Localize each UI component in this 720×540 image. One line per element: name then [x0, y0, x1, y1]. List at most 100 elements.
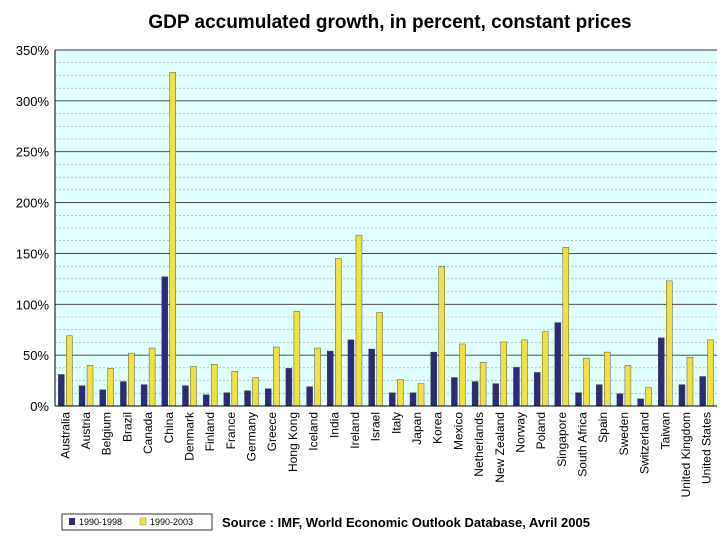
y-axis-ticks: 0% 50% 100% 150% 200% 250% 300% 350% [16, 43, 50, 414]
bar-series2 [252, 377, 259, 407]
bar-series2 [128, 352, 135, 407]
legend-swatch-2 [139, 517, 147, 526]
category-label: Poland [534, 412, 548, 449]
category-label: Finland [203, 412, 217, 451]
bar-series2 [397, 379, 404, 407]
bar-series1 [658, 337, 665, 407]
category-label: Norway [513, 412, 527, 453]
bar-series2 [190, 366, 197, 407]
bar-series2 [624, 365, 632, 407]
bar-series2 [86, 365, 94, 407]
category-label: Austria [79, 412, 93, 450]
bar-series2 [666, 280, 673, 407]
category-label: Belgium [100, 412, 114, 455]
bar-series2 [355, 234, 363, 407]
bar-series1 [306, 386, 313, 407]
category-label: China [162, 412, 176, 444]
y-tick-label: 250% [16, 145, 50, 160]
bar-series2 [562, 247, 570, 407]
bar-series2 [686, 356, 694, 407]
bar-series2 [707, 339, 714, 407]
bar-series2 [107, 368, 114, 407]
bar-series1 [430, 351, 437, 407]
category-label: Spain [596, 412, 610, 443]
bar-series2 [210, 364, 218, 407]
bar-series1 [265, 388, 272, 407]
category-labels: Australia Austria Belgium Brazil Canada China… [58, 411, 713, 497]
y-tick-label: 50% [23, 348, 49, 363]
category-label: New Zealand [493, 412, 507, 483]
bar-series1 [244, 390, 251, 407]
bar-series2 [66, 335, 73, 407]
bar-series1 [327, 350, 334, 407]
category-label: Netherlands [472, 412, 486, 477]
category-label: Taiwan [658, 412, 672, 449]
bar-series1 [78, 385, 86, 407]
category-label: France [224, 412, 238, 450]
bar-series1 [596, 384, 603, 407]
bar-series1 [492, 383, 499, 407]
category-label: Hong Kong [286, 412, 300, 472]
category-label: South Africa [576, 412, 590, 477]
bar-series1 [182, 385, 189, 407]
y-tick-label: 200% [16, 196, 50, 211]
category-label: Australia [58, 412, 72, 459]
category-label: Mexico [451, 412, 465, 450]
category-label: Denmark [182, 411, 196, 461]
category-label: United States [700, 412, 714, 484]
bar-series1 [637, 398, 644, 407]
bar-series1 [699, 376, 706, 407]
bar-series1 [202, 394, 210, 407]
legend-label-2: 1990-2003 [150, 517, 193, 527]
bar-series2 [459, 343, 466, 407]
legend-swatch-1 [69, 518, 75, 525]
bar-series2 [583, 357, 590, 407]
category-label: Italy [389, 412, 403, 434]
y-tick-label: 300% [16, 94, 50, 109]
category-label: Canada [141, 412, 155, 454]
y-tick-label: 0% [30, 399, 49, 414]
category-label: Singapore [555, 412, 569, 467]
category-label: Iceland [307, 412, 321, 451]
bar-series1 [120, 381, 127, 407]
bar-series2 [417, 383, 425, 407]
bar-series2 [645, 387, 652, 407]
source-note: Source : IMF, World Economic Outlook Dat… [222, 515, 590, 530]
category-label: Sweden [617, 412, 631, 455]
bar-series1 [223, 392, 231, 407]
bar-series2 [438, 266, 445, 407]
category-label: Ireland [348, 412, 362, 449]
legend-label-1: 1990-1998 [79, 517, 122, 527]
category-label: Brazil [120, 412, 134, 442]
bar-series1 [554, 322, 562, 407]
bar-series2 [169, 72, 176, 407]
bar-series1 [451, 377, 458, 407]
bar-series2 [541, 331, 549, 407]
category-label: Israel [369, 412, 383, 441]
bar-series2 [376, 312, 383, 407]
bar-series1 [513, 367, 520, 407]
category-label: India [327, 412, 341, 438]
bar-series1 [285, 368, 293, 407]
y-tick-label: 150% [16, 246, 50, 261]
bar-series1 [533, 372, 541, 407]
y-tick-label: 350% [16, 43, 50, 58]
bar-series1 [347, 339, 355, 407]
bar-series2 [604, 351, 611, 407]
bar-series2 [521, 339, 528, 407]
bar-series1 [409, 392, 417, 407]
bar-series1 [161, 276, 168, 407]
bar-series1 [99, 389, 106, 407]
bar-series2 [293, 311, 301, 407]
legend-frame [61, 513, 213, 531]
bar-series1 [616, 393, 624, 407]
y-tick-label: 100% [16, 297, 50, 312]
category-label: Japan [410, 412, 424, 445]
bars [58, 72, 714, 407]
bar-series2 [479, 362, 487, 407]
category-label: Germany [245, 412, 259, 461]
category-label: Greece [265, 412, 279, 452]
bar-series2 [148, 347, 156, 407]
bar-series1 [389, 392, 396, 407]
